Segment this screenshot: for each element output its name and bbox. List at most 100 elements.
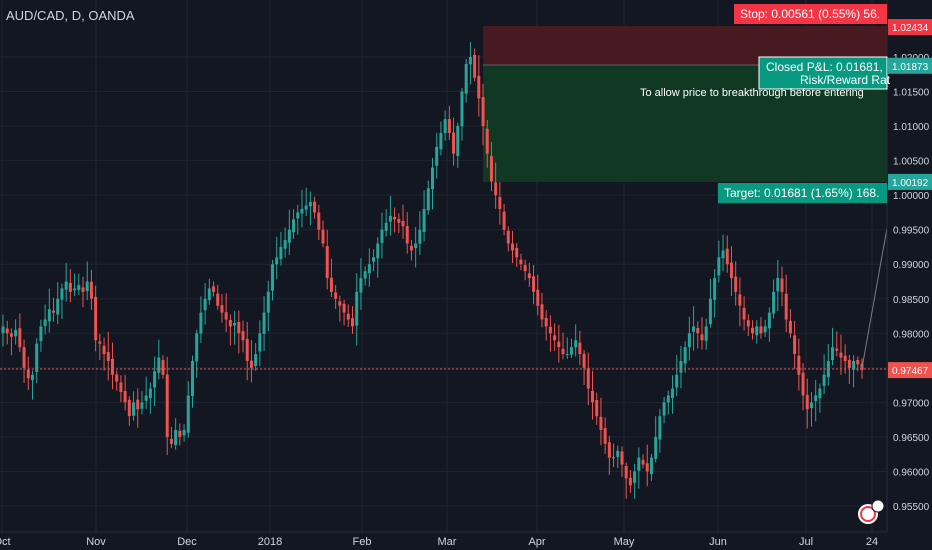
candle[interactable] [338,295,342,322]
candle[interactable] [18,313,22,352]
candle[interactable] [81,276,85,308]
candle[interactable] [435,132,439,179]
candle[interactable] [477,55,481,117]
candle[interactable] [561,332,565,360]
candle[interactable] [199,296,203,343]
candle[interactable] [502,203,506,236]
candle[interactable] [313,196,317,219]
candle[interactable] [64,262,68,302]
candle[interactable] [249,340,253,383]
candle[interactable] [759,317,763,339]
candle[interactable] [376,237,380,278]
candle[interactable] [439,121,443,156]
candle[interactable] [671,375,675,414]
candle[interactable] [557,324,561,363]
candle[interactable] [447,105,451,141]
candle[interactable] [595,392,599,425]
candle[interactable] [346,304,350,327]
candle[interactable] [144,376,148,409]
candle[interactable] [658,408,662,453]
candle[interactable] [153,356,157,406]
candle[interactable] [245,322,249,381]
candle[interactable] [679,345,683,389]
candle[interactable] [35,338,39,384]
candle[interactable] [409,239,413,261]
candle[interactable] [418,211,422,255]
candle[interactable] [607,435,611,475]
candle[interactable] [123,374,127,411]
candle[interactable] [489,141,493,192]
candle[interactable] [633,463,637,499]
candle[interactable] [102,337,106,371]
candle[interactable] [616,445,620,469]
candle[interactable] [258,320,262,367]
candle[interactable] [300,189,304,228]
candle[interactable] [532,264,536,305]
candle[interactable] [464,58,468,103]
candle[interactable] [174,418,178,450]
candle[interactable] [308,191,312,226]
candle[interactable] [233,310,237,345]
candle[interactable] [540,292,544,328]
candle[interactable] [624,462,628,499]
candle[interactable] [334,285,338,309]
candle[interactable] [426,180,430,215]
candle[interactable] [649,453,653,481]
candle[interactable] [14,319,18,345]
candle[interactable] [742,296,746,331]
candlestick-series[interactable] [1,41,864,499]
candle[interactable] [544,310,548,341]
candle[interactable] [393,207,397,233]
candle[interactable] [809,392,813,427]
candle[interactable] [22,339,26,383]
candle[interactable] [26,356,30,391]
candle[interactable] [746,314,750,337]
candle[interactable] [494,162,498,209]
candle[interactable] [468,41,472,85]
candle[interactable] [591,370,595,420]
candle[interactable] [380,212,384,259]
candle[interactable] [835,331,839,357]
candle[interactable] [485,119,489,168]
candle[interactable] [228,314,232,346]
candle[interactable] [56,281,60,325]
candle[interactable] [708,278,712,328]
candle[interactable] [287,209,291,256]
candle[interactable] [569,338,573,359]
candle[interactable] [207,278,211,305]
candle[interactable] [110,342,114,390]
candle[interactable] [220,294,224,323]
candle[interactable] [553,323,557,351]
candle[interactable] [216,284,220,310]
candle[interactable] [106,331,110,381]
candle[interactable] [43,304,47,335]
candle[interactable] [60,283,64,320]
candle[interactable] [443,110,447,141]
candle[interactable] [127,396,131,426]
candle[interactable] [696,321,700,349]
candle[interactable] [683,341,687,373]
candle[interactable] [801,363,805,411]
candle[interactable] [292,209,296,239]
candle[interactable] [704,318,708,350]
trend-line[interactable] [861,227,888,369]
candle[interactable] [628,469,632,493]
candle[interactable] [498,181,502,225]
candle[interactable] [776,260,780,312]
candle[interactable] [89,269,93,310]
candle[interactable] [822,354,826,394]
candle[interactable] [717,240,721,283]
candle[interactable] [713,269,717,318]
candle[interactable] [784,274,788,333]
candle[interactable] [262,296,266,351]
candle[interactable] [603,417,607,454]
candle[interactable] [1,314,5,347]
candle[interactable] [165,356,169,455]
candle[interactable] [612,443,616,468]
candle[interactable] [431,158,434,210]
candle[interactable] [734,261,738,306]
candle[interactable] [725,235,729,273]
candle[interactable] [157,339,161,380]
candle[interactable] [519,253,523,271]
